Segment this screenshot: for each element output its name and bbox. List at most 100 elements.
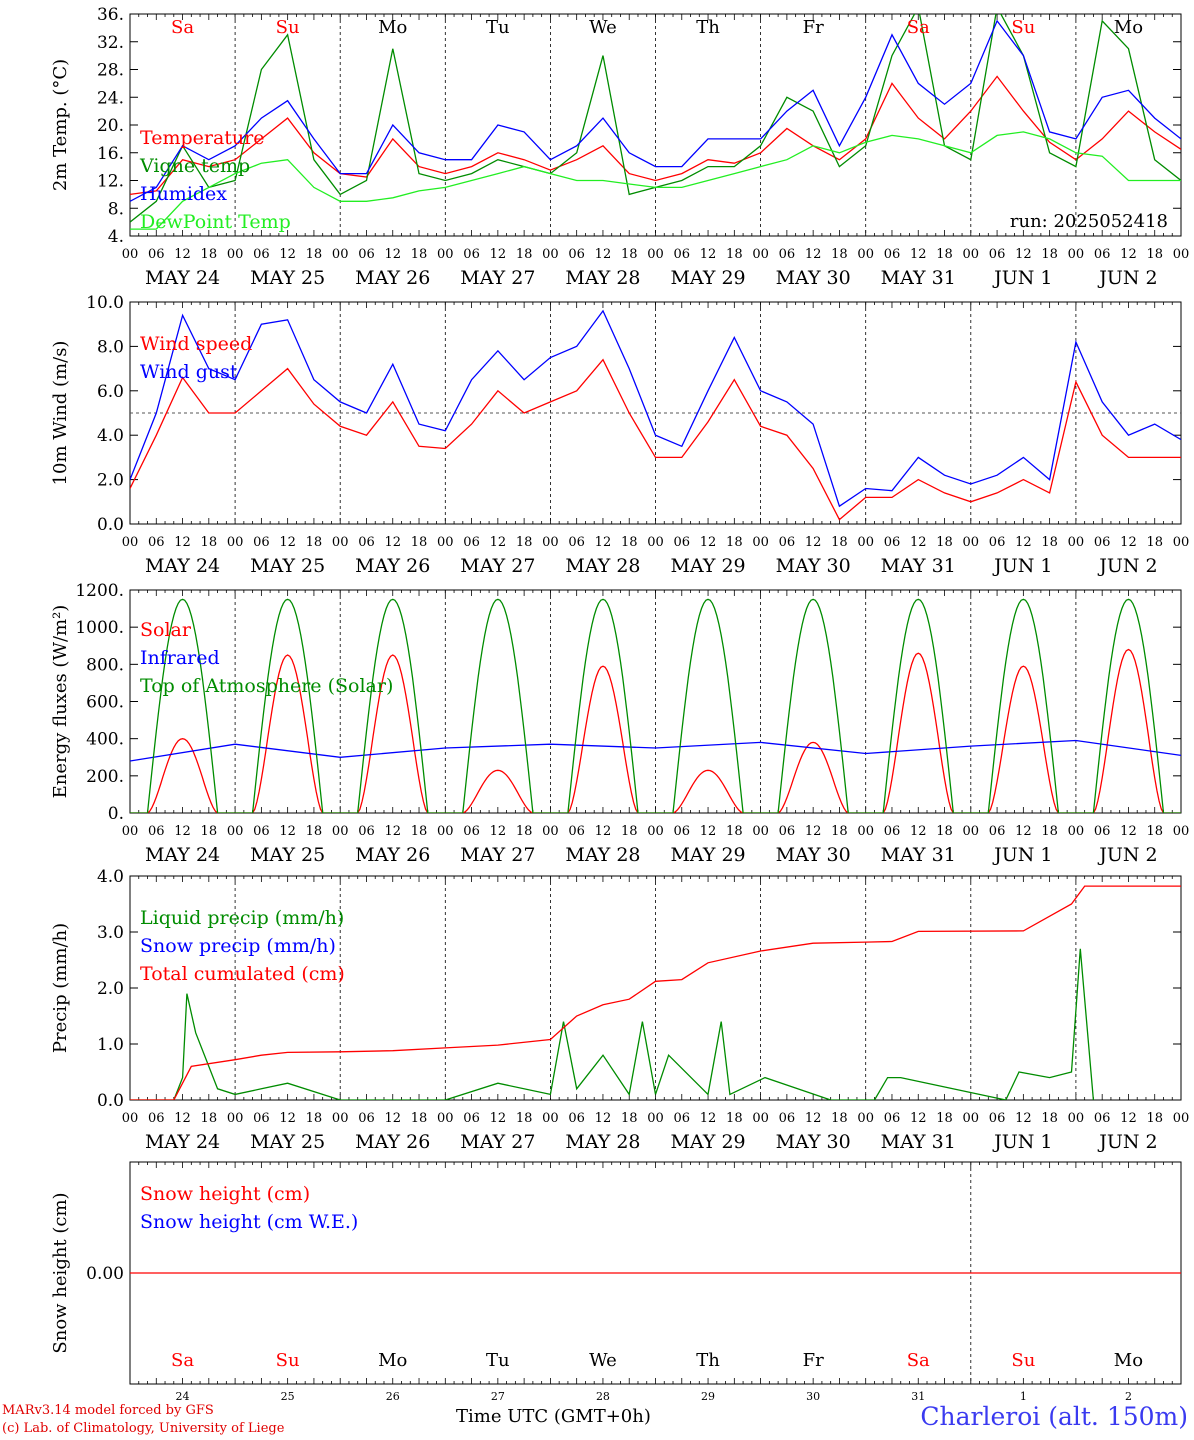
hour-tick-label: 12 bbox=[490, 1111, 507, 1126]
hour-tick-label: 12 bbox=[1120, 247, 1137, 262]
legend-entry: Temperature bbox=[140, 127, 264, 149]
y-tick-label: 0.0 bbox=[97, 515, 124, 535]
y-tick-label: 2.0 bbox=[97, 471, 124, 491]
y-tick-label: 1200. bbox=[75, 581, 124, 601]
y-axis-label: 10m Wind (m/s) bbox=[50, 341, 71, 486]
hour-tick-label: 12 bbox=[595, 1111, 612, 1126]
hour-tick-label: 12 bbox=[595, 535, 612, 550]
hour-tick-label: 00 bbox=[1068, 247, 1085, 262]
y-tick-label: 36. bbox=[97, 5, 124, 25]
hour-tick-label: 12 bbox=[700, 535, 717, 550]
date-label: MAY 28 bbox=[565, 1131, 640, 1153]
weekday-label: Th bbox=[696, 17, 720, 38]
hour-tick-label: 00 bbox=[122, 247, 139, 262]
panel-4: 4.0 3.0 2.0 1.0 0.0 Precip (mm/h) 00 06 12 18 MAY … bbox=[50, 867, 1189, 1153]
hour-tick-label: 12 bbox=[805, 1111, 822, 1126]
y-tick-label: 0.00 bbox=[86, 1264, 124, 1284]
y-tick-label: 3.0 bbox=[97, 923, 124, 943]
hour-tick-label: 06 bbox=[884, 247, 901, 262]
hour-tick-label: 18 bbox=[201, 1111, 218, 1126]
hour-tick-label: 12 bbox=[700, 1111, 717, 1126]
series-temperature bbox=[130, 75, 1181, 196]
hour-tick-label: 06 bbox=[358, 247, 375, 262]
legend-entry: Snow height (cm) bbox=[140, 1183, 310, 1205]
weekday-label: Tu bbox=[486, 1350, 510, 1371]
hour-tick-label: 00 bbox=[122, 1111, 139, 1126]
hour-tick-label: 06 bbox=[1094, 535, 1111, 550]
y-tick-label: 800. bbox=[86, 655, 124, 675]
hour-tick-label: 18 bbox=[411, 1111, 428, 1126]
date-label: JUN 2 bbox=[1097, 1131, 1157, 1153]
series-humidex bbox=[130, 19, 1181, 202]
hour-tick-label: 06 bbox=[568, 247, 585, 262]
hour-tick-label: 00 bbox=[752, 1111, 769, 1126]
hour-tick-label: 00 bbox=[332, 824, 349, 839]
hour-tick-label: 12 bbox=[1120, 1111, 1137, 1126]
hour-tick-label: 12 bbox=[384, 535, 401, 550]
hour-tick-label: 06 bbox=[989, 824, 1006, 839]
legend-entry: Top of Atmosphere (Solar) bbox=[140, 675, 393, 697]
hour-tick-label: 06 bbox=[148, 247, 165, 262]
hour-tick-label: 00 bbox=[647, 535, 664, 550]
hour-tick-label: 12 bbox=[700, 247, 717, 262]
hour-tick-label: 12 bbox=[1015, 824, 1032, 839]
hour-tick-label: 00 bbox=[1068, 824, 1085, 839]
weekday-label: Sa bbox=[907, 1350, 930, 1371]
hour-tick-label: 18 bbox=[936, 824, 953, 839]
hour-tick-label: 12 bbox=[910, 247, 927, 262]
hour-tick-label: 00 bbox=[857, 1111, 874, 1126]
hour-tick-label: 18 bbox=[411, 535, 428, 550]
hour-tick-label: 00 bbox=[227, 535, 244, 550]
y-tick-label: 0. bbox=[108, 804, 124, 824]
hour-tick-label: 06 bbox=[463, 247, 480, 262]
y-tick-label: 6.0 bbox=[97, 382, 124, 402]
hour-tick-label: 18 bbox=[621, 535, 638, 550]
hour-tick-label: 12 bbox=[595, 824, 612, 839]
hour-tick-label: 00 bbox=[752, 535, 769, 550]
date-label: MAY 29 bbox=[670, 844, 745, 866]
hour-tick-label: 00 bbox=[1068, 1111, 1085, 1126]
hour-tick-label: 06 bbox=[358, 824, 375, 839]
legend-entry: Snow height (cm W.E.) bbox=[140, 1211, 358, 1233]
y-axis-label: 2m Temp. (°C) bbox=[50, 59, 71, 191]
date-label: MAY 31 bbox=[881, 844, 956, 866]
hour-tick-label: 06 bbox=[463, 535, 480, 550]
hour-tick-label: 12 bbox=[910, 1111, 927, 1126]
y-tick-label: 12. bbox=[97, 172, 124, 192]
date-label: MAY 26 bbox=[355, 1131, 430, 1153]
hour-tick-label: 00 bbox=[647, 824, 664, 839]
hour-tick-label: 00 bbox=[542, 247, 559, 262]
hour-tick-label: 12 bbox=[384, 247, 401, 262]
weekday-label: Su bbox=[276, 17, 300, 38]
hour-tick-label: 18 bbox=[201, 247, 218, 262]
day-number-label: 25 bbox=[281, 1390, 295, 1403]
weekday-label: Su bbox=[1011, 17, 1035, 38]
hour-tick-label: 06 bbox=[884, 535, 901, 550]
hour-tick-label: 18 bbox=[516, 824, 533, 839]
hour-tick-label: 12 bbox=[490, 535, 507, 550]
date-label: MAY 24 bbox=[145, 555, 220, 577]
day-number-label: 31 bbox=[911, 1390, 925, 1403]
hour-tick-label: 12 bbox=[384, 1111, 401, 1126]
panel-1: 36. 32. 28. 24. 20. 16. 12. 8. 4. 2m Temp. (°C) 00… bbox=[50, 5, 1189, 289]
hour-tick-label: 12 bbox=[279, 247, 296, 262]
weekday-label: Mo bbox=[1114, 17, 1143, 38]
hour-tick-label: 00 bbox=[227, 824, 244, 839]
hour-tick-label: 18 bbox=[621, 247, 638, 262]
y-tick-label: 8.0 bbox=[97, 337, 124, 357]
date-label: MAY 24 bbox=[145, 1131, 220, 1153]
legend-entry: Wind gust bbox=[140, 361, 238, 383]
hour-tick-label: 00 bbox=[647, 247, 664, 262]
date-label: JUN 2 bbox=[1097, 555, 1157, 577]
model-credit: MARv3.14 model forced by GFS bbox=[2, 1403, 214, 1418]
hour-tick-label: 00 bbox=[1173, 824, 1190, 839]
hour-tick-label: 00 bbox=[963, 247, 980, 262]
date-label: MAY 26 bbox=[355, 844, 430, 866]
y-tick-label: 600. bbox=[86, 693, 124, 713]
hour-tick-label: 18 bbox=[1146, 247, 1163, 262]
day-number-label: 30 bbox=[806, 1390, 820, 1403]
date-label: MAY 30 bbox=[776, 555, 851, 577]
date-label: MAY 27 bbox=[460, 1131, 535, 1153]
hour-tick-label: 18 bbox=[726, 535, 743, 550]
hour-tick-label: 18 bbox=[726, 247, 743, 262]
